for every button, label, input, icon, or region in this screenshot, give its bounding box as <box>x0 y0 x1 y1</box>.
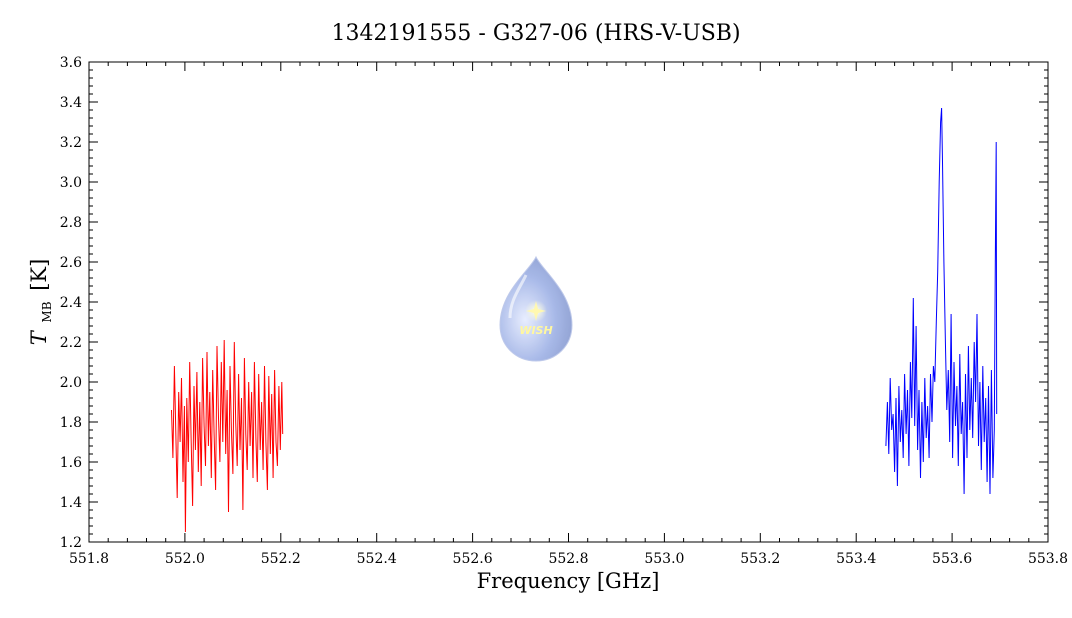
x-tick-label: 551.8 <box>69 551 109 567</box>
y-tick-label: 2.0 <box>60 375 82 391</box>
star-icon <box>526 301 546 321</box>
wish-logo: WISH <box>499 255 573 362</box>
y-tick-label: 2.8 <box>60 215 82 231</box>
x-tick-label: 552.2 <box>261 551 301 567</box>
y-tick-label: 2.4 <box>60 295 82 311</box>
chart-title: 1342191555 - G327-06 (HRS-V-USB) <box>331 21 740 46</box>
axis-ticks <box>88 61 1049 543</box>
x-tick-label: 552.4 <box>357 551 397 567</box>
x-tick-label: 552.0 <box>165 551 205 567</box>
y-axis-unit: [K] <box>27 259 51 291</box>
y-axis-symbol: T <box>27 329 51 345</box>
x-axis-label: Frequency [GHz] <box>477 569 660 593</box>
series-line-1 <box>171 339 284 533</box>
x-tick-label: 553.2 <box>740 551 780 567</box>
series-layer <box>171 107 998 533</box>
y-tick-label: 3.2 <box>60 135 82 151</box>
y-tick-label: 1.2 <box>60 535 82 551</box>
y-tick-label: 3.6 <box>60 55 82 71</box>
x-tick-labels: 551.8 552.0 552.2 552.4 552.6 552.8 553.0 553.2… <box>69 551 1068 567</box>
x-tick-label: 552.8 <box>548 551 588 567</box>
y-tick-label: 3.0 <box>60 175 82 191</box>
y-tick-label: 2.6 <box>60 255 82 271</box>
logo-text: WISH <box>519 324 552 337</box>
y-tick-label: 1.6 <box>60 455 82 471</box>
y-axis-subscript: MB <box>40 301 54 322</box>
y-tick-label: 2.2 <box>60 335 82 351</box>
y-tick-label: 1.8 <box>60 415 82 431</box>
y-tick-labels: 1.2 1.4 1.6 1.8 2.0 2.2 2.4 2.6 2.8 3.0 3.2 3.4 3.6 <box>60 55 82 551</box>
x-tick-label: 553.4 <box>836 551 876 567</box>
series-line-2 <box>885 107 998 495</box>
x-tick-label: 553.6 <box>932 551 972 567</box>
x-tick-label: 553.0 <box>644 551 684 567</box>
x-tick-label: 552.6 <box>453 551 493 567</box>
y-axis-label: T MB [K] <box>27 259 56 346</box>
y-tick-label: 1.4 <box>60 495 82 511</box>
x-tick-label: 553.8 <box>1028 551 1068 567</box>
y-tick-label: 3.4 <box>60 95 82 111</box>
